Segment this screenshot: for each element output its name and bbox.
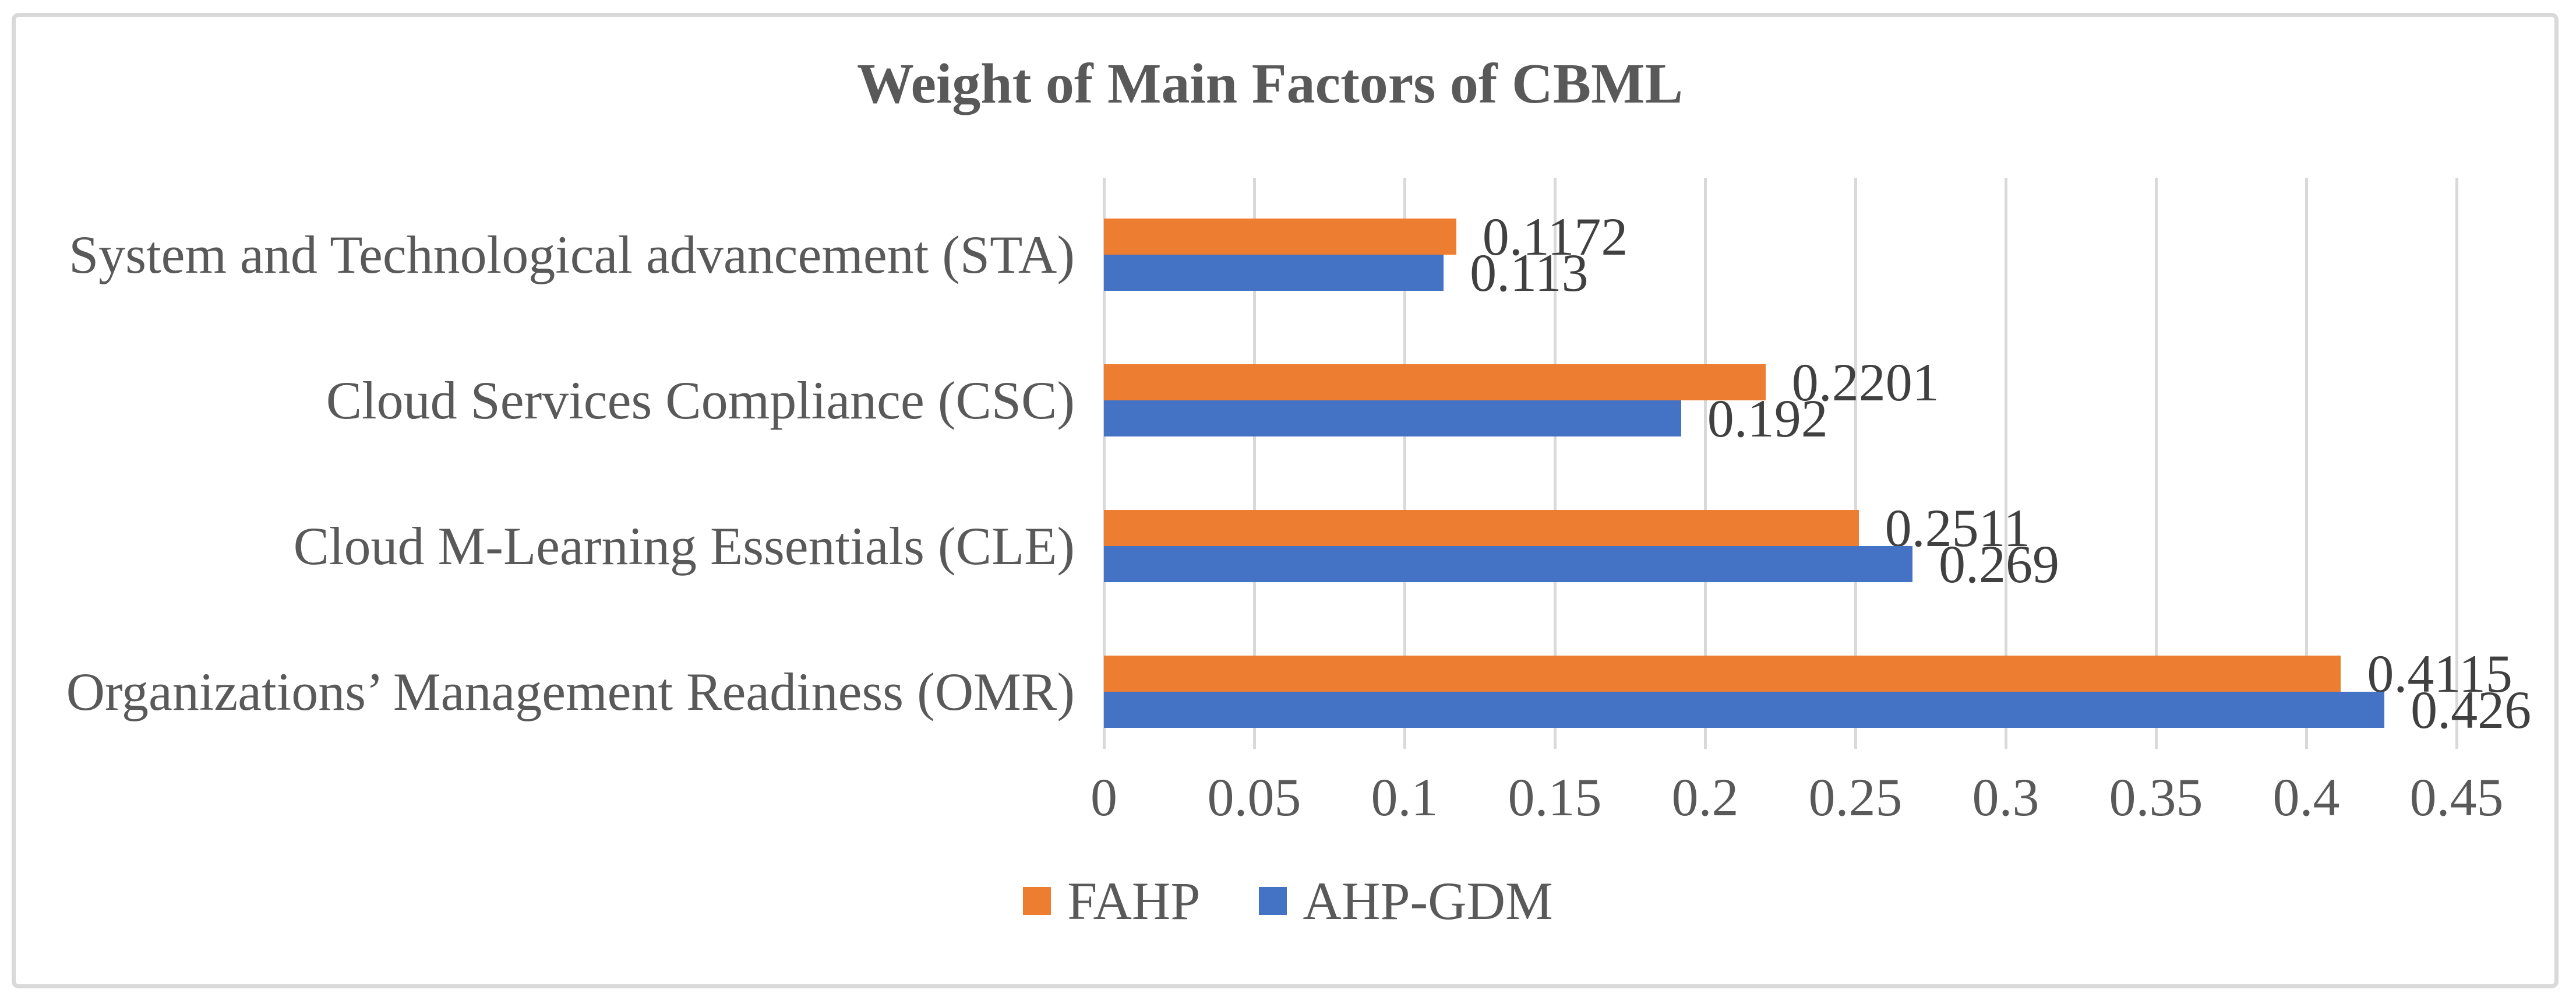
tick-label: 0.45 <box>2409 767 2504 827</box>
bar-value-label: 0.1172 <box>1482 207 1628 266</box>
gridline <box>2305 178 2308 749</box>
legend-label: AHP-GDM <box>1303 871 1553 931</box>
gridline <box>2155 178 2158 749</box>
legend-item-fahp: FAHP <box>1023 871 1201 931</box>
figure-border <box>12 13 2559 988</box>
gridline <box>1554 178 1557 749</box>
bar-ahp-gdm <box>1104 400 1681 436</box>
bar-ahp-gdm <box>1104 255 1444 291</box>
category-label: Organizations’ Management Readiness (OMR… <box>66 662 1075 721</box>
tick-label: 0.3 <box>1972 767 2039 827</box>
gridline <box>2455 178 2458 749</box>
gridline <box>1704 178 1707 749</box>
gridline <box>1253 178 1256 749</box>
legend-item-ahp-gdm: AHP-GDM <box>1258 871 1553 931</box>
bar-value-label: 0.2511 <box>1885 498 2031 558</box>
bar-value-label: 0.269 <box>1939 534 2060 594</box>
bar-value-label: 0.2201 <box>1791 353 1939 412</box>
tick-label: 0 <box>1091 767 1117 827</box>
legend-swatch-icon <box>1258 887 1287 915</box>
gridline <box>2005 178 2007 749</box>
bar-fahp <box>1104 510 1859 546</box>
bar-fahp <box>1104 656 2341 692</box>
bar-value-label: 0.113 <box>1470 243 1589 302</box>
bar-fahp <box>1104 364 1766 400</box>
bar-value-label: 0.426 <box>2411 680 2532 740</box>
tick-label: 0.05 <box>1207 767 1301 827</box>
legend-swatch-icon <box>1023 887 1051 915</box>
legend: FAHP AHP-GDM <box>0 874 2576 928</box>
category-label: Cloud Services Compliance (CSC) <box>326 371 1075 430</box>
tick-label: 0.1 <box>1371 767 1438 827</box>
tick-label: 0.35 <box>2109 767 2203 827</box>
tick-label: 0.15 <box>1508 767 1602 827</box>
bar-value-label: 0.4115 <box>2367 644 2513 703</box>
category-label: Cloud M-Learning Essentials (CLE) <box>293 516 1075 576</box>
plot-area: 0.1172 0.113 0.2201 0.192 0.2511 0.269 0.4115 0… <box>1103 178 2531 749</box>
gridline <box>1403 178 1406 749</box>
gridline <box>1854 178 1857 749</box>
chart-title: Weight of Main Factors of CBML <box>856 52 1684 115</box>
tick-label: 0.2 <box>1671 767 1739 827</box>
bar-ahp-gdm <box>1104 546 1913 582</box>
bar-fahp <box>1104 219 1456 255</box>
category-label: System and Technological advancement (ST… <box>69 225 1075 284</box>
bar-ahp-gdm <box>1104 692 2385 728</box>
value-axis-line <box>1103 178 1106 749</box>
legend-label: FAHP <box>1067 871 1201 931</box>
bar-value-label: 0.192 <box>1707 389 1828 448</box>
tick-label: 0.25 <box>1808 767 1903 827</box>
tick-label: 0.4 <box>2272 767 2340 827</box>
